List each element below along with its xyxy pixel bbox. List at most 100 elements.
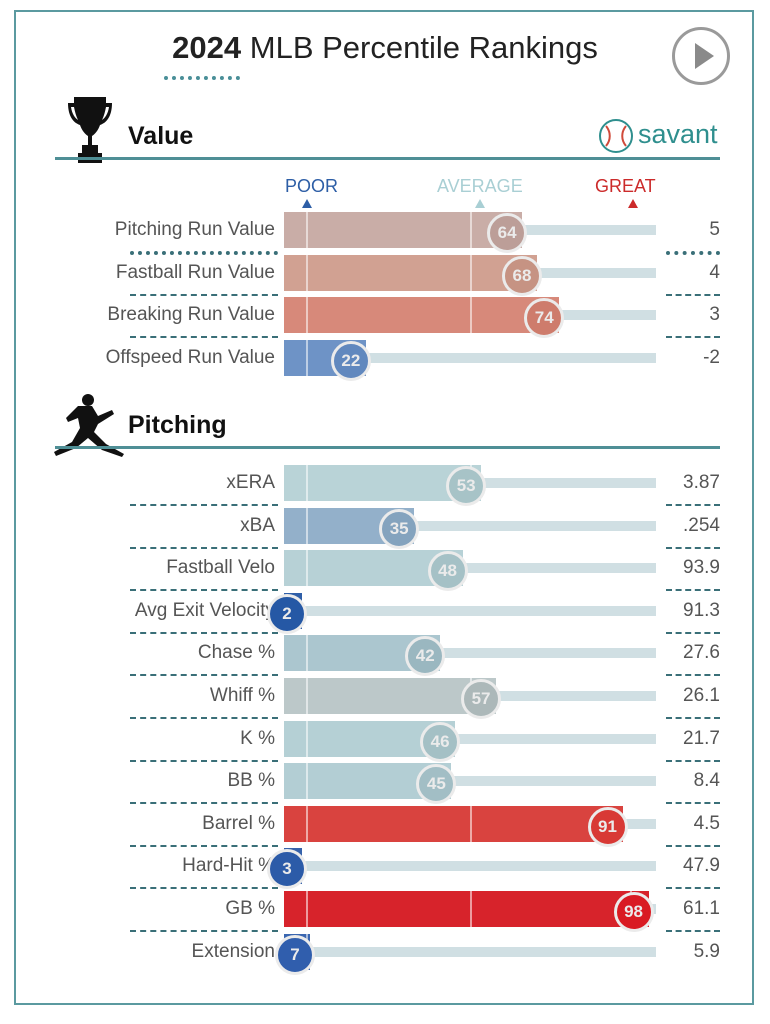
row-separator: [666, 251, 720, 255]
poor-marker-icon: [302, 199, 312, 208]
row-separator: [130, 293, 278, 296]
percentile-badge[interactable]: 42: [405, 636, 446, 677]
percentile-badge[interactable]: 7: [275, 934, 316, 975]
reference-line: [306, 212, 309, 248]
metric-label: xERA: [226, 472, 275, 493]
percentile-badge[interactable]: 57: [461, 679, 502, 719]
row-separator: [130, 336, 278, 339]
savant-logo[interactable]: savant: [598, 118, 718, 154]
metric-label: xBA: [240, 514, 275, 536]
metric-label: Fastball Run Value: [115, 261, 275, 283]
row-separator: [666, 759, 720, 762]
row-separator: [666, 589, 720, 592]
section-title-value: Value: [128, 122, 194, 150]
metric-track: [284, 946, 656, 957]
metric-label: Offspeed Run Value: [105, 346, 275, 368]
scale-great: GREAT: [595, 176, 656, 196]
reference-line: [470, 254, 472, 291]
metric-label: Whiff %: [209, 685, 275, 706]
reference-line: [306, 678, 309, 714]
percentile-badge[interactable]: 53: [446, 466, 487, 506]
row-separator: [130, 759, 278, 762]
metric-value: 4: [709, 261, 720, 283]
metric-value: 47.9: [683, 855, 720, 877]
metric-label: Chase %: [197, 642, 275, 664]
row-separator: [130, 674, 278, 677]
row-separator: [130, 930, 278, 932]
percentile-badge[interactable]: 35: [379, 508, 420, 549]
percentile-badge[interactable]: 68: [501, 255, 542, 296]
row-separator: [130, 887, 278, 890]
play-icon[interactable]: [672, 27, 730, 85]
reference-line: [306, 465, 309, 501]
row-separator: [666, 802, 720, 805]
metric-value: 8.4: [693, 770, 720, 792]
title-underline: [164, 76, 240, 80]
percentile-badge[interactable]: 3: [267, 849, 307, 890]
metric-label: BB %: [227, 770, 275, 792]
section-divider-value: [55, 157, 720, 160]
reference-line: [306, 507, 309, 544]
metric-value: 3.87: [683, 472, 720, 493]
percentile-badge[interactable]: 74: [524, 298, 565, 339]
metric-value: 3: [709, 304, 720, 326]
row-separator: [130, 589, 278, 592]
metric-track: [284, 648, 656, 659]
percentile-badge[interactable]: 91: [587, 806, 628, 847]
metric-label: Breaking Run Value: [107, 304, 275, 326]
row-separator: [666, 674, 720, 677]
percentile-badge[interactable]: 45: [416, 764, 457, 805]
percentile-badge[interactable]: 48: [427, 551, 468, 592]
row-separator: [666, 631, 720, 634]
row-separator: [130, 631, 278, 634]
metric-value: 93.9: [683, 557, 720, 579]
reference-line: [470, 297, 472, 334]
percentile-badge[interactable]: 46: [420, 721, 461, 762]
metric-label: Pitching Run Value: [114, 219, 275, 240]
row-separator: [130, 251, 278, 255]
reference-line: [306, 891, 309, 927]
metric-track: [284, 733, 656, 744]
reference-line: [470, 805, 472, 842]
metric-label: K %: [240, 727, 275, 749]
average-marker-icon: [475, 199, 485, 208]
row-separator: [666, 717, 720, 719]
baseball-icon: [599, 119, 633, 153]
reference-line: [306, 297, 309, 334]
percentile-bar: [284, 678, 497, 714]
metric-label: Hard-Hit %: [182, 855, 275, 877]
metric-value: 91.3: [683, 599, 720, 621]
row-separator: [666, 844, 720, 847]
metric-track: [284, 563, 656, 574]
metric-label: Extension: [191, 940, 275, 962]
section-divider-pitching: [55, 446, 720, 449]
great-marker-icon: [628, 199, 638, 208]
metric-track: [284, 861, 656, 872]
percentile-badge[interactable]: 2: [267, 593, 307, 634]
metric-value: -2: [703, 346, 720, 368]
metric-value: 5.9: [693, 940, 720, 962]
percentile-bar: [284, 212, 523, 248]
metric-label: Fastball Velo: [166, 557, 275, 579]
percentile-badge[interactable]: 22: [330, 340, 371, 381]
percentile-badge[interactable]: 64: [487, 213, 528, 253]
row-separator: [666, 504, 720, 506]
metric-value: 61.1: [683, 898, 720, 919]
percentile-bar: [284, 891, 649, 927]
scale-average: AVERAGE: [437, 176, 523, 196]
reference-line: [306, 635, 309, 672]
trophy-icon: [68, 97, 112, 163]
reference-line: [470, 212, 472, 248]
metric-value: 4.5: [693, 812, 720, 834]
percentile-badge[interactable]: 98: [613, 892, 654, 932]
row-separator: [130, 504, 278, 506]
metric-value: 5: [709, 219, 720, 240]
row-separator: [666, 930, 720, 932]
row-separator: [666, 336, 720, 339]
metric-label: GB %: [225, 898, 275, 919]
card-frame: [14, 10, 754, 1005]
reference-line: [306, 550, 309, 587]
metric-value: 26.1: [683, 685, 720, 706]
percentile-bar: [284, 297, 560, 334]
reference-line: [306, 254, 309, 291]
